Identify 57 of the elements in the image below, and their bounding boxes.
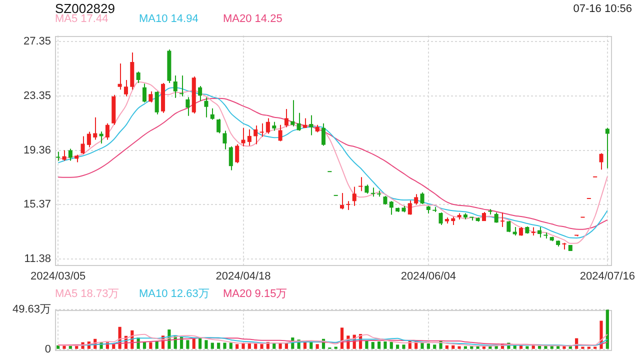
bar bbox=[242, 343, 245, 349]
bar bbox=[378, 341, 381, 349]
bar bbox=[316, 344, 319, 349]
bar bbox=[420, 342, 424, 349]
bar bbox=[112, 344, 116, 349]
bar bbox=[433, 344, 436, 349]
y-tick-label: 19.36 bbox=[23, 144, 51, 156]
text: MA10 12.63万 bbox=[139, 287, 210, 301]
bar bbox=[236, 344, 239, 349]
bar bbox=[260, 344, 264, 349]
bar bbox=[310, 342, 313, 349]
bar bbox=[544, 346, 548, 349]
bar bbox=[68, 346, 72, 349]
text: MA20 9.15万 bbox=[223, 287, 288, 301]
bar bbox=[149, 342, 152, 349]
x-tick-label: 2024/06/04 bbox=[400, 270, 456, 282]
text: MA5 17.44 bbox=[55, 13, 108, 25]
line-series bbox=[58, 334, 608, 347]
bar bbox=[396, 344, 400, 349]
bar bbox=[445, 345, 448, 349]
bar bbox=[210, 342, 214, 349]
bar bbox=[223, 342, 226, 349]
y-tick-label: 23.35 bbox=[23, 90, 51, 102]
chart-title: SZ002829 bbox=[55, 1, 115, 16]
bar bbox=[254, 344, 258, 349]
x-tick-label: 2024/04/18 bbox=[216, 270, 271, 282]
bar bbox=[526, 346, 529, 349]
bar bbox=[556, 346, 560, 349]
bar bbox=[229, 342, 232, 349]
y-tick-label: 49.63万 bbox=[12, 304, 51, 316]
y-tick-label: 15.37 bbox=[23, 198, 51, 211]
bar bbox=[519, 345, 523, 349]
text: MA5 18.73万 bbox=[55, 287, 120, 301]
bar bbox=[155, 341, 158, 349]
x-tick-label: 2024/03/05 bbox=[30, 270, 86, 282]
bar bbox=[204, 340, 208, 349]
bar bbox=[402, 344, 406, 349]
y-tick-label: 27.35 bbox=[23, 35, 51, 48]
x-tick-label: 2024/07/16 bbox=[580, 270, 635, 282]
bar bbox=[458, 346, 461, 349]
bar bbox=[384, 341, 387, 349]
bar bbox=[217, 342, 220, 349]
bar bbox=[452, 345, 455, 349]
bar bbox=[390, 342, 393, 349]
bar bbox=[426, 344, 430, 349]
text: MA20 14.25 bbox=[223, 13, 284, 25]
bar bbox=[371, 342, 374, 349]
y-tick-label: 0 bbox=[44, 343, 51, 356]
text: 07-16 10:56 bbox=[573, 3, 632, 15]
bar bbox=[365, 340, 368, 349]
bar bbox=[186, 340, 190, 349]
bar bbox=[56, 345, 60, 349]
bar bbox=[75, 346, 78, 349]
y-tick-label: 11.38 bbox=[24, 253, 51, 266]
text: MA10 14.94 bbox=[139, 13, 200, 25]
bar bbox=[464, 346, 468, 349]
bar bbox=[532, 345, 535, 349]
